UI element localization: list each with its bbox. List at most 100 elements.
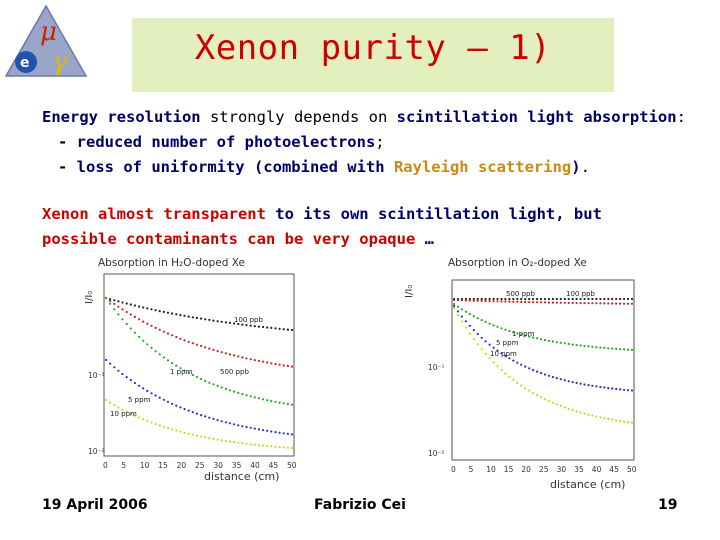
plot-o2-curve-500ppb [508,300,511,303]
plot-h2o-curve-500ppb [200,344,203,348]
plot-h2o-curve-10ppm [166,427,170,430]
plot-h2o-curve-100ppb [146,307,149,310]
plot-h2o-curve-100ppb [245,324,248,327]
plot-h2o-curve-100ppb [129,303,132,306]
plot-o2-curve-500ppb [559,301,562,304]
plot-h2o-curve-100ppb [262,325,265,329]
plot-o2-curve-10ppm [480,348,483,351]
plot-o2-label-100ppb: 100 ppb [566,290,595,298]
plot-o2-curve-500ppb [563,301,566,304]
footer-date: 19 April 2006 [42,497,148,513]
plot-h2o-curve-5ppm [187,409,190,412]
plot-h2o-curve-100ppb [228,321,232,324]
plot-o2-curve-500ppb [551,301,554,304]
plot-h2o-curve-100ppb [171,312,174,315]
plot-h2o-curve-5ppm [175,404,178,407]
plot-o2-curve-1ppm [504,328,507,331]
plot-h2o-curve-100ppb [270,326,273,329]
plot-h2o-curve-500ppb [241,356,244,359]
plot-h2o-curve-500ppb [270,362,273,365]
plot-h2o-curve-100ppb [249,324,252,327]
plot-o2-curve-100ppb [500,297,503,301]
plot-h2o-curve-500ppb [253,359,256,362]
intro-line: Energy resolution strongly depends on sc… [42,107,686,128]
plot-o2-xtick-10: 50 [627,465,637,474]
plot-o2-curve-10ppm [611,418,614,421]
plot-o2-curve-5ppm [630,389,634,392]
plot-h2o-curve-500ppb [278,363,281,366]
plot-h2o-curve-1ppm [249,395,252,398]
plot-o2-curve-1ppm [464,310,467,313]
plot-o2-curve-100ppb [599,297,602,301]
plot-o2-curve-1ppm [595,346,598,349]
plot-o2-ylabel: I/I₀ [404,285,415,298]
plot-o2-xtick-1: 5 [469,465,474,474]
plot-h2o-curve-100ppb [117,300,120,303]
plot-h2o-curve-500ppb [129,313,132,316]
plot-h2o-curve-10ppm [241,442,244,445]
plot-h2o-curve-100ppb [138,305,141,308]
plot-o2-curve-10ppm [539,396,543,399]
plot-o2-curve-10ppm [583,412,586,415]
plot-h2o-curve-5ppm [195,412,198,415]
plot-o2-curve-10ppm [456,313,460,317]
plot-o2-curve-5ppm [595,385,598,388]
plot-o2-curve-5ppm [583,383,586,386]
plot-h2o-curve-5ppm [142,387,145,390]
plot-o2-title: Absorption in O₂-doped Xe [448,257,587,269]
plot-h2o-curve-5ppm [224,421,227,424]
plot-h2o-xtick-5: 25 [195,461,205,470]
plot-h2o-curve-500ppb [179,337,182,340]
plot-h2o-curve-1ppm [171,362,174,365]
plot-h2o-curve-10ppm [138,416,141,419]
plot-h2o-curve-1ppm [204,379,207,382]
plot-o2-curve-1ppm [555,341,558,344]
plot-h2o-curve-500ppb [183,339,186,342]
plot-h2o-curve-1ppm [187,371,190,374]
plot-h2o-curve-100ppb [208,318,211,321]
bullet-1-text: reduced number of photoelectrons [76,133,376,151]
plot-h2o-curve-500ppb [158,328,161,331]
plot-o2-curve-500ppb [464,299,467,302]
plot-h2o-curve-10ppm [179,430,182,433]
plot-o2-curve-1ppm [587,345,590,348]
plot-h2o-curve-500ppb [274,362,277,366]
plot-o2-curve-1ppm [626,348,630,351]
plot-o2-label-1ppm: 1 ppm [512,330,535,338]
plot-o2-curve-10ppm [528,389,531,392]
plot-h2o-curve-1ppm [121,318,124,321]
plot-o2-curve-5ppm [480,336,483,339]
plot-o2-curve-500ppb [524,300,527,304]
plot-h2o-curve-5ppm [266,429,269,432]
plot-h2o-curve-10ppm [257,444,260,447]
plot-h2o-curve-5ppm [150,392,153,395]
plot-h2o-curve-10ppm [158,424,161,427]
plot-o2-curve-500ppb [516,300,519,303]
plot-o2-curve-1ppm [520,333,523,336]
plot-h2o-curve-500ppb [290,365,294,368]
plot-o2-curve-500ppb [595,302,598,305]
plot-o2-curve-1ppm [575,344,578,347]
plot-h2o-curve-100ppb [121,301,124,304]
para2-line1: Xenon almost transparent to its own scin… [42,204,602,225]
plot-h2o-xticks: 0 5 10 15 20 25 30 35 40 45 50 [103,461,297,470]
plot-o2-curve-10ppm [626,421,630,424]
plot-h2o-curve-1ppm [191,373,194,377]
plot-o2-curve-10ppm [543,398,547,401]
plot-o2-curve-500ppb [626,302,630,305]
plot-o2-curve-500ppb [543,301,547,304]
plot-o2-curve-500ppb [472,299,475,302]
plot-o2-curve-100ppb [472,297,475,301]
plot-h2o-xtick-3: 15 [158,461,168,470]
plot-h2o-curve-5ppm [154,394,157,397]
plot-o2-curve-500ppb [504,300,507,303]
plot-o2-curve-5ppm [563,379,566,382]
logo-e: e [20,55,30,71]
plot-o2-curve-100ppb [488,297,491,301]
plot-h2o-curve-10ppm [142,418,145,421]
plot-h2o-ylabel: I/I₀ [84,291,95,304]
plot-o2-curve-5ppm [500,352,503,355]
plot-o2-curve-100ppb [516,297,519,301]
plot-h2o-curve-500ppb [266,361,269,364]
plot-h2o-curve-100ppb [125,302,128,305]
